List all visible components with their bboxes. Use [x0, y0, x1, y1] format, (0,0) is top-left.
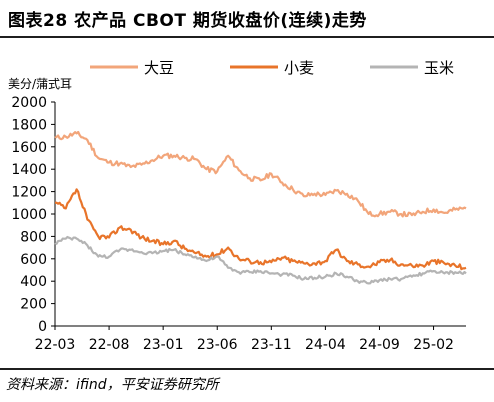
y-tick-label: 1600 — [11, 140, 47, 156]
header-rule — [0, 36, 494, 38]
legend-label-2: 小麦 — [284, 59, 314, 77]
y-tick-label: 400 — [20, 274, 47, 290]
x-tick-label: 24-04 — [305, 337, 346, 353]
y-tick-label: 1400 — [11, 162, 47, 178]
legend-label-1: 大豆 — [144, 59, 174, 77]
line-chart: 美分/蒲式耳 0 200 400 600 800 1000 1200 1400 1600 1800 2… — [8, 59, 467, 353]
series-line-2 — [54, 188, 467, 271]
y-tick-label: 200 — [20, 297, 47, 313]
y-tick-label: 1000 — [11, 207, 47, 223]
series-line-1 — [54, 130, 467, 218]
x-tick-label: 23-11 — [251, 337, 292, 353]
y-tick-label: 800 — [20, 229, 47, 245]
x-tick-label: 23-01 — [143, 337, 184, 353]
series-line-3 — [54, 235, 467, 285]
chart-header: 图表28 农产品 CBOT 期货收盘价(连续)走势 — [0, 0, 494, 36]
footer-rule — [0, 368, 494, 370]
y-tick-label: 600 — [20, 252, 47, 268]
source-note: 资料来源：ifind，平安证券研究所 — [6, 377, 219, 393]
x-tick-label: 23-06 — [197, 337, 238, 353]
x-tick-label: 22-03 — [35, 337, 76, 353]
y-tick-label: 1200 — [11, 185, 47, 201]
y-tick-label: 1800 — [11, 117, 47, 133]
chart-title: 图表28 农产品 CBOT 期货收盘价(连续)走势 — [8, 11, 367, 31]
x-tick-label: 24-09 — [359, 337, 400, 353]
y-axis-label: 美分/蒲式耳 — [8, 77, 72, 91]
legend-label-3: 玉米 — [424, 59, 454, 77]
y-tick-label: 2000 — [11, 95, 47, 111]
y-tick-label: 0 — [38, 319, 47, 335]
x-tick-label: 22-08 — [89, 337, 130, 353]
x-tick-label: 25-02 — [413, 337, 454, 353]
